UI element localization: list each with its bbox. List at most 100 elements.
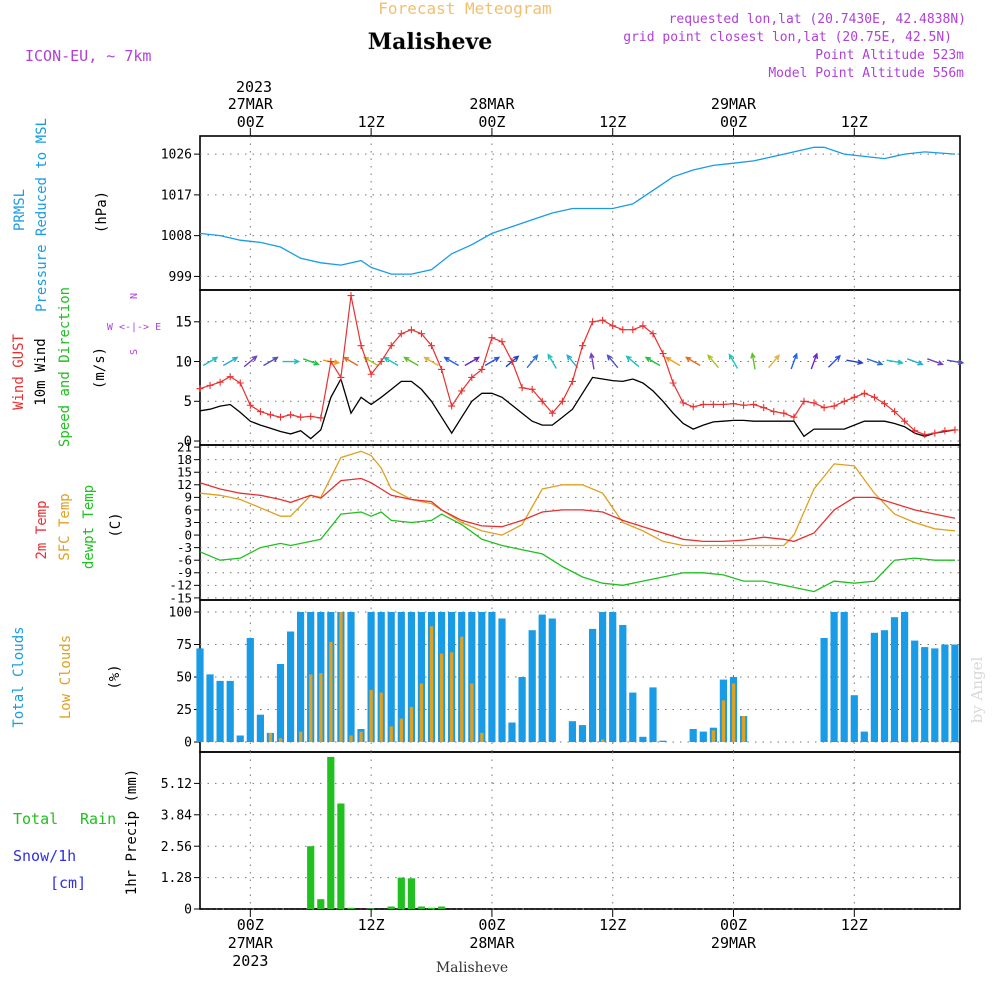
total-cloud-bar	[246, 638, 254, 742]
wind-gust-point	[387, 342, 395, 350]
wind-arrow	[222, 356, 238, 367]
low-cloud-bar	[741, 716, 746, 742]
total-cloud-bar	[377, 612, 385, 742]
precip-bar	[438, 906, 446, 909]
total-cloud-bar	[880, 630, 889, 742]
precip-bar	[397, 877, 405, 909]
wind-arrow-head	[606, 354, 613, 361]
total-cloud-bar	[276, 664, 285, 742]
total-cloud-bar	[407, 612, 415, 742]
bottom-tick-date: 27MAR	[228, 934, 274, 952]
total-cloud-bar	[397, 612, 405, 742]
wind-arrow-head	[251, 355, 258, 362]
precip-bar	[317, 899, 325, 909]
wind-gust-point	[609, 322, 617, 330]
wind-gust-point	[478, 365, 486, 373]
prmsl-label: PRMSL	[12, 189, 28, 231]
ytick-label-temp: -9	[177, 565, 192, 580]
wind-arrow-head	[957, 359, 965, 365]
total-cloud-bar	[568, 721, 576, 742]
wind-arrow	[707, 354, 720, 369]
wind-arrow-head	[211, 356, 219, 363]
ytick-label-precip: 5.12	[161, 777, 192, 792]
wind-gust-point	[810, 399, 818, 407]
wind-arrow	[566, 354, 579, 369]
wind-speed-label: Speed and Direction	[57, 287, 73, 447]
wind-gust-point	[488, 334, 496, 342]
ytick-label-precip: 2.56	[161, 840, 192, 855]
wind-gust-point	[277, 413, 285, 421]
ytick-label-wind: 0	[184, 434, 192, 450]
total-cloud-bar	[206, 674, 214, 742]
precip-snow-label: Snow/1h	[13, 847, 76, 865]
precip-bar	[367, 908, 375, 909]
wind-arrow	[927, 358, 943, 365]
ytick-label-temp: 15	[177, 465, 192, 480]
wind-arrow-head	[293, 358, 301, 365]
total-cloud-bar	[498, 618, 506, 742]
ytick-label-temp: -12	[169, 578, 192, 593]
bottom-tick-hour: 12Z	[358, 916, 385, 934]
ytick-label-precip: 0	[184, 903, 192, 918]
wind-gust-point	[357, 342, 365, 350]
wind-gust-point	[287, 411, 295, 419]
bottom-tick-date: 28MAR	[469, 934, 515, 952]
ytick-label-clouds: 25	[176, 703, 192, 718]
precip-bar	[427, 907, 436, 909]
wind-arrow-head	[313, 360, 320, 366]
bottom-tick-hour: 12Z	[841, 916, 868, 934]
total-cloud-bar	[901, 612, 909, 742]
wind-gust-point	[770, 408, 778, 416]
total-cloud-bar	[599, 612, 607, 742]
precip-bar	[337, 803, 345, 909]
wind-arrow-head	[473, 356, 481, 363]
ytick-label-pressure: 999	[169, 270, 192, 285]
wind-arrow	[607, 354, 619, 369]
wind-gust-point	[891, 408, 899, 416]
wind-gust-point	[297, 413, 305, 421]
total-cloud-bar	[578, 725, 587, 742]
wind-gust-point	[820, 404, 828, 412]
wind-gust-point	[870, 393, 878, 401]
precip-total-label: Total	[13, 810, 58, 828]
wind-arrow-head	[857, 359, 864, 365]
total-cloud-bar	[931, 648, 939, 742]
total-cloud-bar	[367, 612, 375, 742]
prmsl-line	[199, 146, 956, 275]
wind-arrow-head	[232, 356, 239, 363]
low-cloud-bar	[731, 683, 736, 742]
wind-gust-line	[199, 295, 956, 436]
ytick-label-temp: 21	[177, 439, 192, 454]
wind-arrow-head	[423, 356, 430, 363]
ytick-label-clouds: 100	[169, 606, 192, 621]
total-cloud-bar	[226, 680, 234, 742]
total-cloud-bar	[619, 625, 627, 742]
wind-gust-point	[740, 401, 748, 409]
top-year: 2023	[236, 78, 272, 96]
wind-gust-point	[649, 330, 657, 338]
wind-gust-point	[558, 397, 566, 405]
total-cloud-bar	[518, 677, 526, 742]
ytick-label-clouds: 0	[184, 736, 192, 751]
total-cloud-bar	[387, 612, 395, 742]
wind-arrow-head	[547, 353, 553, 360]
panel-frame-pressure	[199, 135, 961, 291]
ytick-label-temp: 9	[184, 490, 192, 505]
wind-gust-point	[317, 414, 325, 422]
total-cloud-bar	[478, 612, 486, 742]
temp-sfc-label: SFC Temp	[57, 493, 73, 560]
total-cloud-bar	[840, 612, 848, 742]
low-cloud-bar	[278, 738, 283, 742]
wind-arrow	[665, 356, 681, 367]
total-cloud-bar	[830, 612, 838, 742]
wind-gust-point	[246, 401, 254, 409]
wind-gust-point	[458, 387, 466, 395]
wind-arrow-head	[707, 354, 714, 361]
wind-gust-point	[901, 417, 909, 425]
wind-arrow-head	[937, 360, 944, 366]
precip-panel: 0 1.28 2.56 3.84 5.12	[161, 756, 960, 918]
wind-gust-point	[196, 385, 204, 393]
ytick-label-temp: -6	[177, 553, 192, 568]
